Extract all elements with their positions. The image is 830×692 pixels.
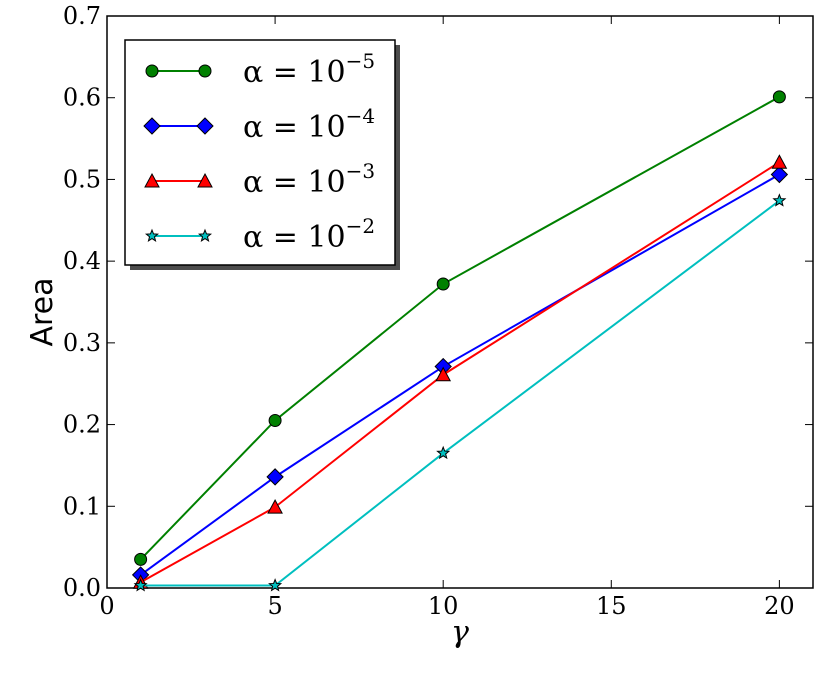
data-point <box>133 578 148 592</box>
series-line <box>139 96 780 561</box>
series-layer <box>131 90 789 592</box>
legend-marker-start <box>144 228 160 242</box>
y-tick-label: 0.3 <box>63 329 101 357</box>
legend-label-exponent: −5 <box>346 49 375 73</box>
legend-label-exponent: −4 <box>346 104 375 128</box>
x-tick-label: 10 <box>428 592 459 620</box>
series-star <box>133 193 787 592</box>
legend: α = 10−5α = 10−4α = 10−3α = 10−2 <box>124 39 400 270</box>
legend-item: α = 10−2 <box>144 214 375 255</box>
legend-label-base: α = 10 <box>243 220 346 255</box>
legend-label: α = 10−3 <box>243 159 375 200</box>
y-tick-label: 0.4 <box>63 247 101 275</box>
x-tick-label: 20 <box>764 592 795 620</box>
data-point <box>770 165 789 184</box>
series-diamond <box>131 165 789 584</box>
data-point <box>266 468 284 486</box>
legend-item: α = 10−5 <box>145 49 375 90</box>
data-point <box>134 552 148 566</box>
data-point <box>267 499 283 514</box>
series-line <box>140 173 780 576</box>
legend-label-base: α = 10 <box>243 165 346 200</box>
legend-marker-start <box>145 64 159 78</box>
axis-ticks: 0 5 10 15 20 0.0 0.1 0.2 0.3 0.4 0.5 0.6 0.7 <box>63 2 813 620</box>
y-axis-label: Area <box>25 277 60 346</box>
legend-marker-end <box>197 228 213 242</box>
legend-label-base: α = 10 <box>243 110 346 145</box>
legend-marker-start <box>143 117 161 135</box>
legend-label-exponent: −3 <box>346 159 375 183</box>
legend-label: α = 10−5 <box>243 49 375 90</box>
legend-label: α = 10−2 <box>243 214 375 255</box>
y-tick-label: 0.5 <box>63 165 101 193</box>
series-circle <box>134 90 786 566</box>
legend-marker-end <box>196 117 214 135</box>
legend-box <box>124 39 396 266</box>
y-tick-label: 0.6 <box>63 84 101 112</box>
data-point <box>268 578 283 592</box>
legend-marker-end <box>197 172 213 188</box>
x-axis-label: γ <box>451 615 469 650</box>
legend-item: α = 10−3 <box>144 159 375 200</box>
data-point <box>772 90 786 104</box>
legend-item: α = 10−4 <box>143 104 375 145</box>
data-point <box>772 193 787 207</box>
data-point <box>436 277 450 291</box>
series-line <box>140 161 780 584</box>
data-point <box>436 445 451 460</box>
data-point <box>771 154 788 169</box>
data-point <box>268 413 282 427</box>
legend-label-exponent: −2 <box>346 214 375 238</box>
legend-label: α = 10−4 <box>243 104 375 145</box>
series-line <box>140 199 780 587</box>
y-tick-label: 0.0 <box>63 574 101 602</box>
y-tick-label: 0.2 <box>63 411 101 439</box>
legend-label-base: α = 10 <box>243 55 346 90</box>
legend-marker-start <box>144 172 160 188</box>
x-tick-label: 5 <box>267 592 282 620</box>
y-tick-label: 0.7 <box>63 2 101 30</box>
x-tick-label: 15 <box>596 592 627 620</box>
data-point <box>435 366 452 382</box>
x-tick-label: 0 <box>99 592 114 620</box>
legend-marker-end <box>198 64 212 78</box>
y-tick-label: 0.1 <box>63 492 101 520</box>
